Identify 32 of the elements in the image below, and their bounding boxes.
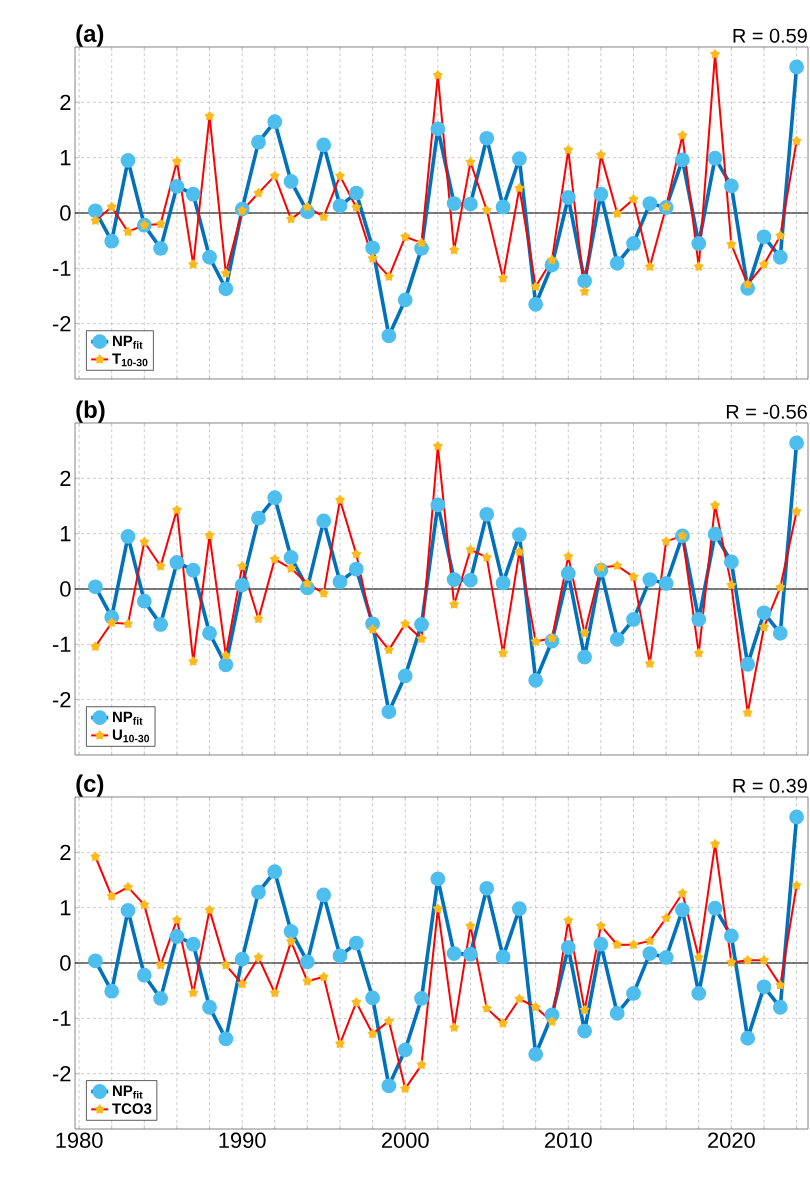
y-tick-label: 2 bbox=[60, 94, 71, 110]
legend-label: T$_{10-30}$ bbox=[112, 353, 148, 367]
x-tick-label: 1990 bbox=[219, 1132, 266, 1149]
text: R = 0.39 bbox=[733, 778, 807, 793]
y-tick-label: -2 bbox=[52, 316, 71, 332]
chart-title: (b) bbox=[76, 400, 105, 423]
y-tick-label: 1 bbox=[60, 526, 71, 542]
text: R = 0.59 bbox=[733, 28, 807, 43]
y-tick-label: -1 bbox=[52, 636, 71, 652]
legend-label: U$_{10-30}$ bbox=[112, 729, 150, 743]
y-tick-label: 0 bbox=[60, 955, 71, 971]
chart-title: (c) bbox=[76, 774, 104, 797]
y-tick-label: -1 bbox=[52, 260, 71, 276]
legend-label: NP$_{fit}$ bbox=[113, 335, 143, 349]
y-tick-label: -2 bbox=[52, 1066, 71, 1082]
y-tick-label: 2 bbox=[60, 844, 71, 860]
y-tick-label: 0 bbox=[60, 205, 71, 221]
text: R = -0.56 bbox=[726, 404, 807, 419]
x-tick-label: 2000 bbox=[381, 1132, 429, 1149]
x-tick-label: 1980 bbox=[56, 1132, 103, 1149]
x-tick-label: 2010 bbox=[545, 1132, 592, 1149]
legend-label: NP$_{fit}$ bbox=[113, 711, 143, 725]
y-tick-label: -2 bbox=[52, 692, 71, 708]
legend-label: NP$_{fit}$ bbox=[113, 1085, 143, 1099]
chart-title: (a) bbox=[76, 24, 104, 47]
legend-label: TCO3 bbox=[112, 1103, 152, 1114]
y-tick-label: 1 bbox=[60, 150, 71, 166]
y-tick-label: 2 bbox=[60, 470, 71, 486]
y-tick-label: 0 bbox=[60, 581, 71, 597]
y-tick-label: 1 bbox=[60, 900, 71, 916]
y-tick-label: -1 bbox=[52, 1010, 71, 1026]
x-tick-label: 2020 bbox=[708, 1132, 755, 1149]
